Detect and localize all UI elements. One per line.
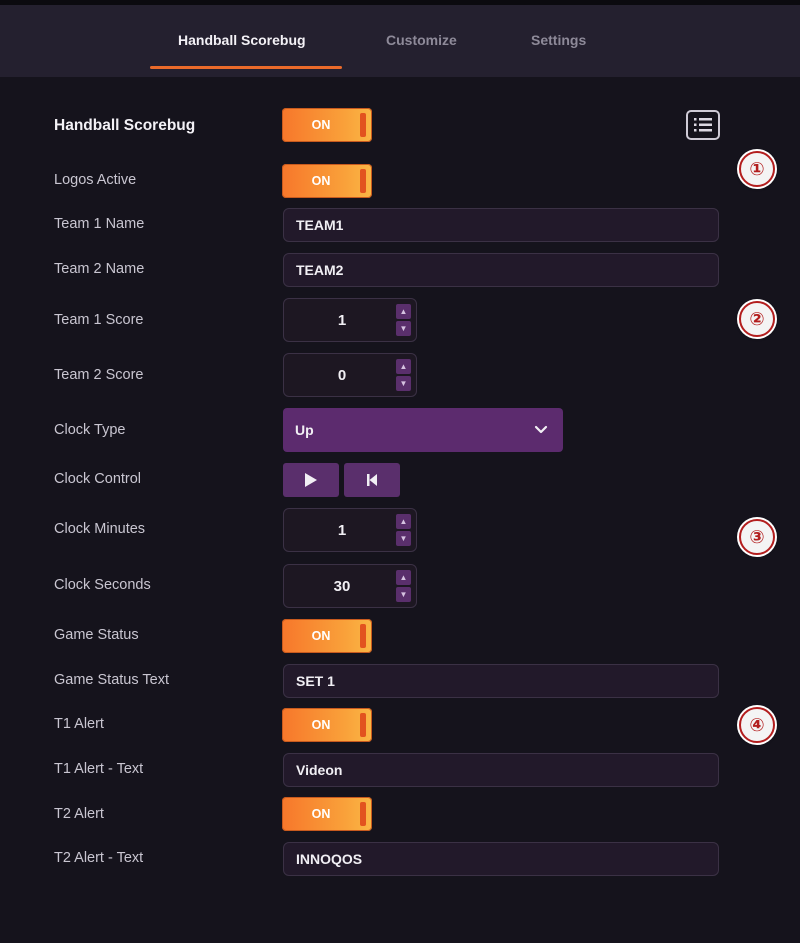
clock-type-select[interactable]: Up xyxy=(283,408,563,452)
t2-alert-text-input[interactable]: INNOQOS xyxy=(283,842,719,876)
game-status-toggle[interactable]: ON xyxy=(282,619,372,653)
toggle-knob xyxy=(360,713,366,737)
clock-minutes-stepper[interactable]: 1 ▲ ▼ xyxy=(283,508,417,552)
t1-alert-label: T1 Alert xyxy=(54,716,104,732)
select-value: Up xyxy=(295,422,314,438)
game-status-text-label: Game Status Text xyxy=(54,672,169,688)
caret-up-icon[interactable]: ▲ xyxy=(396,304,411,319)
reset-button[interactable] xyxy=(344,463,400,497)
game-status-text-input[interactable]: SET 1 xyxy=(283,664,719,698)
team2-name-input[interactable]: TEAM2 xyxy=(283,253,719,287)
team1-name-input[interactable]: TEAM1 xyxy=(283,208,719,242)
caret-down-icon[interactable]: ▼ xyxy=(396,376,411,391)
toggle-knob xyxy=(360,802,366,826)
clock-seconds-label: Clock Seconds xyxy=(54,577,151,593)
stepper-value: 30 xyxy=(333,578,351,595)
clock-minutes-label: Clock Minutes xyxy=(54,521,146,537)
t2-alert-toggle[interactable]: ON xyxy=(282,797,372,831)
window-top-edge xyxy=(0,0,800,5)
team1-name-label: Team 1 Name xyxy=(54,216,145,232)
toggle-label: ON xyxy=(311,118,331,132)
team1-score-label: Team 1 Score xyxy=(54,312,144,328)
logos-active-label: Logos Active xyxy=(54,172,137,188)
annotation-badge-4: ④ xyxy=(739,707,775,743)
play-icon xyxy=(305,473,317,487)
toggle-knob xyxy=(360,169,366,193)
t2-alert-text-label: T2 Alert - Text xyxy=(54,850,144,866)
logos-active-toggle[interactable]: ON xyxy=(282,164,372,198)
toggle-label: ON xyxy=(311,718,331,732)
toggle-label: ON xyxy=(311,807,331,821)
play-button[interactable] xyxy=(283,463,339,497)
stepper-value: 1 xyxy=(337,522,347,539)
team2-name-label: Team 2 Name xyxy=(54,261,145,277)
skip-back-icon xyxy=(367,474,377,486)
t1-alert-text-label: T1 Alert - Text xyxy=(54,761,144,777)
team1-score-stepper[interactable]: 1 ▲ ▼ xyxy=(283,298,417,342)
clock-seconds-stepper[interactable]: 30 ▲ ▼ xyxy=(283,564,417,608)
t1-alert-toggle[interactable]: ON xyxy=(282,708,372,742)
tab-customize[interactable]: Customize xyxy=(386,32,457,48)
active-tab-indicator xyxy=(150,66,342,69)
list-icon xyxy=(694,118,712,132)
t1-alert-text-input[interactable]: Videon xyxy=(283,753,719,787)
game-status-label: Game Status xyxy=(54,627,139,643)
stepper-value: 0 xyxy=(337,367,347,384)
caret-up-icon[interactable]: ▲ xyxy=(396,570,411,585)
annotation-badge-1: ① xyxy=(739,151,775,187)
caret-down-icon[interactable]: ▼ xyxy=(396,531,411,546)
caret-down-icon[interactable]: ▼ xyxy=(396,587,411,602)
tab-bar: Handball Scorebug Customize Settings xyxy=(0,5,800,77)
team2-score-label: Team 2 Score xyxy=(54,367,144,383)
clock-control-label: Clock Control xyxy=(54,471,142,487)
tab-settings[interactable]: Settings xyxy=(531,32,587,48)
toggle-label: ON xyxy=(311,629,331,643)
annotation-badge-2: ② xyxy=(739,301,775,337)
list-button[interactable] xyxy=(686,110,720,140)
page-title: Handball Scorebug xyxy=(54,117,196,134)
caret-up-icon[interactable]: ▲ xyxy=(396,514,411,529)
annotation-badge-3: ③ xyxy=(739,519,775,555)
stepper-value: 1 xyxy=(337,312,347,329)
tab-handball-scorebug[interactable]: Handball Scorebug xyxy=(178,32,306,48)
scorebug-toggle[interactable]: ON xyxy=(282,108,372,142)
chevron-down-icon xyxy=(534,425,548,434)
clock-type-label: Clock Type xyxy=(54,422,126,438)
team2-score-stepper[interactable]: 0 ▲ ▼ xyxy=(283,353,417,397)
toggle-knob xyxy=(360,624,366,648)
toggle-label: ON xyxy=(311,174,331,188)
toggle-knob xyxy=(360,113,366,137)
caret-down-icon[interactable]: ▼ xyxy=(396,321,411,336)
caret-up-icon[interactable]: ▲ xyxy=(396,359,411,374)
t2-alert-label: T2 Alert xyxy=(54,806,104,822)
